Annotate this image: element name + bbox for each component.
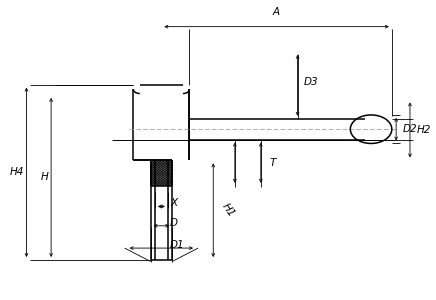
Text: D1: D1 — [170, 240, 184, 250]
Text: D2: D2 — [402, 124, 417, 134]
Text: H1: H1 — [220, 201, 236, 219]
Text: H4: H4 — [10, 167, 24, 177]
Text: T: T — [269, 158, 276, 168]
Text: D3: D3 — [304, 77, 319, 87]
Text: A: A — [273, 7, 280, 17]
Text: D: D — [170, 218, 178, 228]
Text: X: X — [171, 199, 178, 208]
Text: H2: H2 — [416, 125, 431, 135]
Text: H: H — [41, 172, 49, 182]
